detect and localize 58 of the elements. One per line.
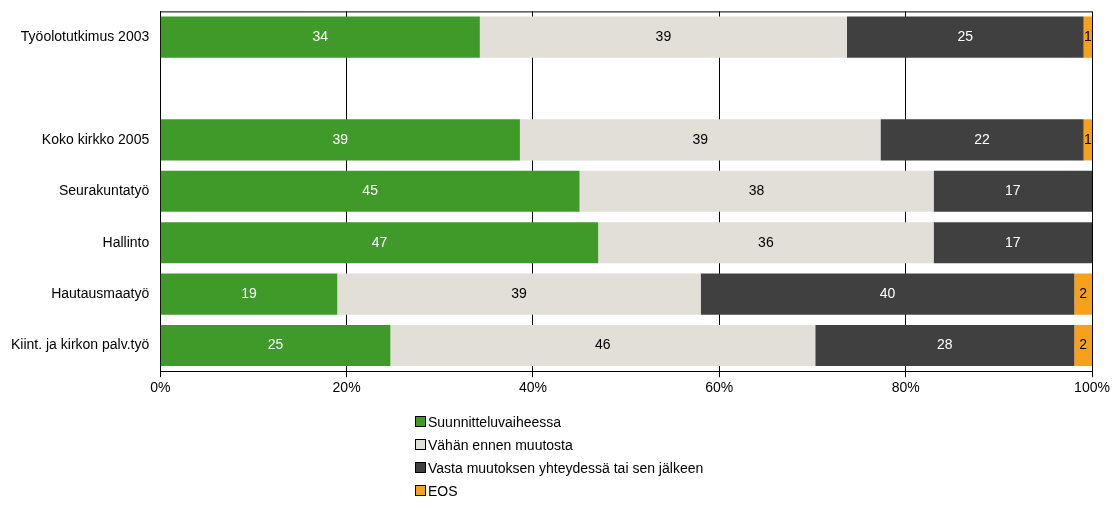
y-tick-label: Seurakuntatyö	[58, 182, 150, 199]
y-tick-label: Hallinto	[102, 233, 150, 250]
data-label: 39	[332, 130, 349, 147]
data-label: 46	[595, 336, 611, 353]
data-label: 39	[511, 284, 527, 301]
legend-label: Vasta muutoksen yhteydessä tai sen jälkeen	[428, 459, 704, 476]
bar	[1074, 324, 1092, 367]
data-label: 40	[879, 284, 896, 301]
bar	[815, 324, 1075, 367]
bar	[880, 119, 1084, 161]
data-label: 45	[362, 182, 379, 199]
bar	[479, 16, 847, 58]
bar	[700, 273, 1075, 315]
y-tick-label: Hautausmaatyö	[51, 284, 150, 301]
x-tick-label: 40%	[518, 379, 547, 396]
bar	[933, 170, 1092, 212]
data-label: 39	[692, 130, 709, 147]
data-label: 25	[957, 27, 974, 44]
x-tick-label: 100%	[1074, 379, 1110, 396]
bar	[160, 273, 338, 315]
data-label: 38	[748, 182, 765, 199]
data-label: 17	[1005, 233, 1021, 250]
data-label: 22	[974, 130, 991, 147]
bar	[846, 16, 1084, 58]
data-label: 36	[758, 233, 774, 250]
data-label: 2	[1079, 284, 1088, 301]
data-label: 28	[936, 336, 953, 353]
legend-label: EOS	[428, 482, 458, 499]
bar	[579, 170, 934, 212]
legend-label: Vähän ennen muutosta	[428, 436, 573, 453]
bar	[519, 119, 881, 161]
bar	[1074, 273, 1092, 315]
x-tick-label: 60%	[705, 379, 734, 396]
legend-label: Suunnitteluvaiheessa	[428, 413, 562, 430]
data-label: 25	[267, 336, 284, 353]
bar	[337, 273, 701, 315]
data-label: 1	[1083, 130, 1092, 147]
y-tick-label: Työolotutkimus 2003	[20, 27, 150, 44]
x-tick-label: 0%	[150, 379, 171, 396]
data-label: 34	[312, 27, 329, 44]
data-label: 17	[1005, 182, 1021, 199]
bar	[598, 222, 934, 264]
data-label: 19	[241, 284, 258, 301]
bar	[390, 324, 816, 367]
x-tick-label: 80%	[891, 379, 920, 396]
bar	[160, 222, 599, 264]
bar	[160, 119, 520, 161]
y-tick-label: Koko kirkko 2005	[41, 130, 150, 147]
data-label: 1	[1083, 27, 1092, 44]
bar	[160, 324, 391, 367]
y-tick-label: Kiint. ja kirkon palv.työ	[10, 336, 150, 353]
bar	[160, 170, 580, 212]
x-tick-label: 20%	[332, 379, 361, 396]
data-label: 39	[655, 27, 672, 44]
bar	[160, 16, 480, 58]
data-label: 47	[371, 233, 388, 250]
data-label: 2	[1079, 336, 1088, 353]
bar	[933, 222, 1092, 264]
